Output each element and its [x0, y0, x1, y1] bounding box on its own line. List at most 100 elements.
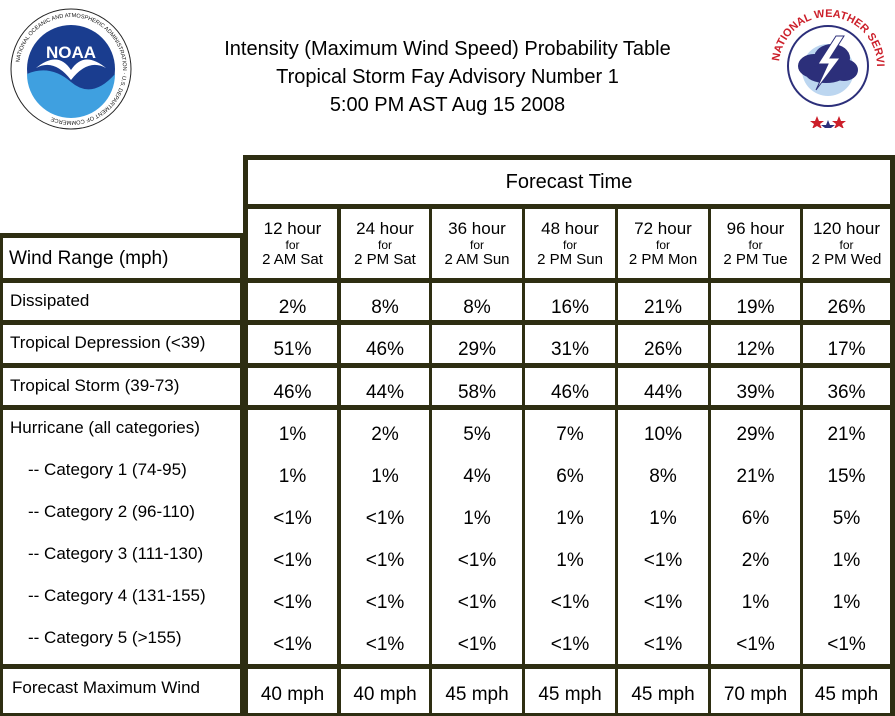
max-wind-value: 40 mph	[353, 684, 417, 705]
column-time: 2 AM Sat	[262, 251, 323, 268]
column-hour: 72 hour	[634, 219, 692, 238]
column-time: 2 PM Wed	[811, 251, 882, 268]
page-title: Intensity (Maximum Wind Speed) Probabili…	[150, 35, 745, 119]
probability-value: 5%	[832, 508, 861, 529]
column-header: 24 hour for 2 PM Sat	[341, 209, 429, 278]
value-cell	[525, 283, 615, 320]
row-label: Tropical Depression (<39)	[10, 333, 206, 352]
probability-value: <1%	[273, 592, 312, 613]
row-label-cell	[3, 283, 240, 320]
probability-value: <1%	[827, 634, 866, 655]
row-label: Tropical Storm (39-73)	[10, 376, 180, 395]
title-line-2: Tropical Storm Fay Advisory Number 1	[276, 66, 619, 88]
probability-value: 39%	[736, 382, 775, 403]
probability-value: 7%	[556, 424, 584, 445]
column-time: 2 AM Sun	[444, 251, 510, 268]
probability-value: 36%	[827, 382, 866, 403]
probability-value: 12%	[736, 339, 775, 360]
value-cell	[248, 410, 337, 664]
forecast-time-header: Forecast Time	[248, 160, 890, 204]
wind-range-header: Wind Range (mph)	[3, 238, 240, 278]
value-cell	[525, 368, 615, 405]
value-cell	[711, 368, 800, 405]
value-cell	[711, 325, 800, 363]
probability-value: <1%	[457, 634, 497, 655]
probability-value: 1%	[556, 550, 584, 571]
value-cell	[803, 325, 890, 363]
column-hour: 48 hour	[541, 219, 599, 238]
value-cell	[525, 410, 615, 664]
forecast-max-wind-label: Forecast Maximum Wind	[12, 678, 200, 697]
column-time: 2 PM Sat	[354, 251, 416, 268]
probability-value: <1%	[365, 592, 405, 613]
probability-value: 44%	[365, 382, 405, 403]
probability-value: 21%	[736, 466, 775, 487]
value-cell	[525, 325, 615, 363]
star-icon	[821, 120, 835, 128]
probability-value: 2%	[741, 550, 770, 571]
value-cell	[525, 669, 615, 713]
value-cell	[248, 283, 337, 320]
value-cell	[341, 283, 429, 320]
wind-range-label: Wind Range (mph)	[9, 248, 169, 269]
probability-value: 58%	[457, 382, 497, 403]
row-label-cell	[3, 410, 240, 664]
max-wind-value: 45 mph	[814, 684, 879, 705]
column-header: 72 hour for 2 PM Mon	[618, 209, 708, 278]
value-cell	[618, 283, 708, 320]
value-cell	[432, 669, 522, 713]
probability-value: <1%	[643, 634, 683, 655]
value-cell	[803, 410, 890, 664]
star-icon	[832, 116, 846, 128]
probability-value: 46%	[273, 382, 312, 403]
probability-value: 21%	[643, 297, 683, 318]
value-cell	[618, 368, 708, 405]
column-header: 96 hour for 2 PM Tue	[711, 209, 800, 278]
probability-value: 1%	[649, 508, 677, 529]
column-for: for	[655, 238, 670, 252]
footer-label-cell	[3, 669, 240, 713]
probability-value: 8%	[371, 297, 399, 318]
probability-value: 17%	[827, 339, 866, 360]
probability-value: 29%	[736, 424, 775, 445]
column-hour: 24 hour	[356, 219, 414, 238]
probability-value: <1%	[273, 508, 312, 529]
value-cell	[432, 410, 522, 664]
row-label: -- Category 3 (111-130)	[28, 544, 204, 563]
column-header: 120 hour for 2 PM Wed	[803, 209, 890, 278]
column-hour: 120 hour	[812, 219, 881, 238]
probability-value: <1%	[365, 550, 405, 571]
value-cell	[432, 283, 522, 320]
column-hour: 96 hour	[726, 219, 785, 238]
noaa-logo: NOAA NATIONAL OCEANIC AND ATMOSPHERIC AD…	[10, 8, 132, 130]
value-cell	[803, 368, 890, 405]
row-label: -- Category 5 (>155)	[28, 628, 182, 647]
column-for: for	[839, 238, 854, 252]
row-label: Dissipated	[10, 291, 90, 310]
probability-value: 19%	[736, 297, 775, 318]
max-wind-value: 45 mph	[631, 684, 695, 705]
value-cell	[711, 283, 800, 320]
probability-value: 10%	[643, 424, 683, 445]
probability-value: 44%	[643, 382, 683, 403]
probability-value: 26%	[643, 339, 683, 360]
column-for: for	[469, 238, 484, 252]
probability-value: 2%	[371, 424, 399, 445]
column-for: for	[748, 238, 763, 252]
column-for: for	[285, 238, 300, 252]
probability-value: 5%	[463, 424, 491, 445]
column-for: for	[562, 238, 577, 252]
probability-value: 2%	[278, 297, 307, 318]
probability-value: 1%	[832, 592, 861, 613]
probability-value: <1%	[643, 592, 683, 613]
row-label: -- Category 4 (131-155)	[28, 586, 206, 605]
column-time: 2 PM Mon	[628, 251, 698, 268]
column-header: 12 hour for 2 AM Sat	[248, 209, 337, 278]
probability-value: 29%	[457, 339, 497, 360]
star-icon	[810, 116, 824, 128]
probability-value: 15%	[827, 466, 866, 487]
probability-value: <1%	[273, 634, 312, 655]
value-cell	[618, 669, 708, 713]
probability-value: 21%	[827, 424, 866, 445]
row-label: Hurricane (all categories)	[10, 418, 200, 437]
